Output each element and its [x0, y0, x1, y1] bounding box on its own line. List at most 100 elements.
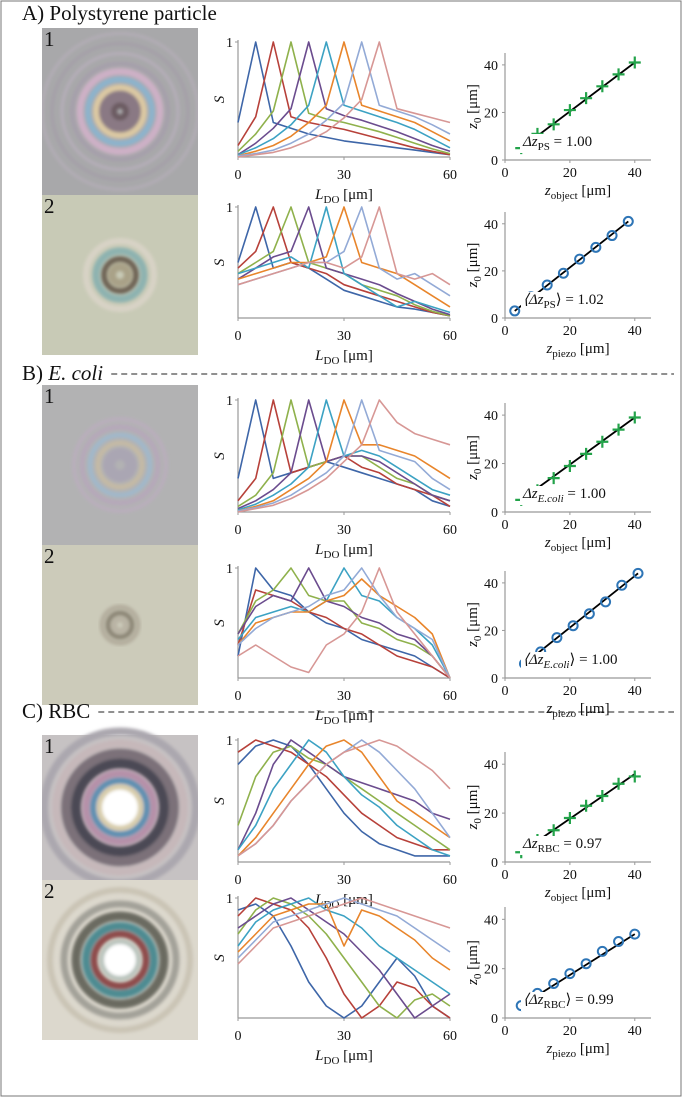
annotation-background: [521, 992, 616, 1011]
point: [612, 777, 625, 790]
x-axis-label-rest: [μm]: [339, 187, 372, 203]
section-name: RBC: [48, 699, 90, 723]
rings: [83, 238, 157, 312]
x-tick-label: 40: [628, 1024, 642, 1039]
x-axis-label-rest: [μm]: [576, 1041, 609, 1057]
fit-annotation-sub: E.coli: [543, 659, 570, 671]
annotation-background: [520, 134, 595, 153]
x-tick-label: 0: [502, 1024, 509, 1039]
y-axis-label: z0 [μm]: [465, 243, 484, 289]
x-axis-label-rest: [μm]: [339, 348, 372, 364]
x-axis-label-rest: [μm]: [339, 1048, 372, 1064]
x-tick-label: 0: [502, 518, 509, 533]
fit-annotation: ΔzE.coli = 1.00: [522, 486, 606, 505]
x-tick-label: 40: [628, 868, 642, 883]
x-axis-label-sub: DO: [324, 549, 340, 561]
point: [557, 267, 569, 279]
y-axis-label: z0 [μm]: [465, 602, 484, 648]
point: [583, 608, 595, 620]
y-tick-label: 1: [226, 734, 233, 749]
point: [547, 472, 560, 485]
x-axis-label-sub: DO: [324, 194, 340, 206]
x-axis-label-main: L: [314, 348, 323, 364]
section-prefix: B): [22, 361, 43, 385]
point: [613, 936, 625, 948]
curve: [237, 739, 451, 857]
fit-annotation-rest: ⟩ = 1.00: [569, 652, 617, 668]
micrograph: [42, 385, 198, 545]
y-tick-label: 20: [484, 624, 498, 639]
x-axis-label-main: L: [314, 1048, 323, 1064]
ring: [92, 247, 148, 303]
fit-annotation: ⟨ΔzPS⟩ = 1.02: [523, 292, 604, 311]
micrograph-background: [42, 28, 198, 195]
point: [564, 968, 576, 980]
ring: [95, 440, 145, 490]
y-tick-label: 0: [491, 1012, 498, 1027]
section-heading: B) E. coli: [22, 361, 103, 385]
ring: [97, 784, 143, 831]
ring: [99, 90, 141, 133]
x-axis-label-sub: object: [551, 892, 578, 904]
y-axis-label-sub: 0: [472, 818, 484, 824]
x-tick-label: 60: [443, 1029, 457, 1044]
fit-annotation-main: Δz: [522, 134, 538, 150]
ring: [72, 417, 168, 513]
x-tick-label: 40: [628, 166, 642, 181]
fit-annotation: ΔzPS = 1.00: [522, 134, 592, 153]
ring: [47, 887, 193, 1033]
point: [632, 567, 644, 579]
y-axis-label-main: z: [465, 474, 481, 481]
point: [596, 435, 609, 448]
y-axis-label: S: [212, 619, 228, 627]
micrograph-background: [42, 385, 198, 545]
fit-annotation-rest: ⟩ = 0.99: [566, 992, 614, 1008]
x-tick-label: 0: [502, 868, 509, 883]
y-axis-label-sub: 0: [472, 635, 484, 641]
x-axis-label-rest: [μm]: [339, 542, 372, 558]
fit-annotation: ⟨ΔzE.coli⟩ = 1.00: [523, 652, 618, 671]
y-axis-label-sub: 0: [472, 276, 484, 282]
row-number: 1: [44, 734, 55, 758]
micrograph: [42, 545, 198, 705]
curve: [237, 41, 451, 155]
ring: [108, 263, 132, 287]
y-axis-label-main: z: [465, 641, 481, 648]
y-axis-label: S: [212, 452, 228, 460]
x-tick-label: 40: [628, 684, 642, 699]
ring: [93, 84, 147, 139]
x-axis-label: zpiezo [μm]: [545, 1041, 609, 1060]
point: [628, 56, 641, 69]
ring: [83, 238, 157, 312]
x-tick-label: 30: [337, 168, 351, 183]
y-tick-label: 20: [484, 807, 498, 822]
micrograph: [42, 28, 198, 195]
fit-annotation-main: ⟨Δz: [523, 652, 544, 668]
x-axis-label: LDO [μm]: [314, 187, 373, 206]
row-number: 2: [44, 544, 55, 568]
point: [596, 790, 609, 802]
y-axis-label: S: [212, 797, 228, 805]
micrograph-background: [42, 545, 198, 705]
point: [622, 215, 634, 227]
y-axis-label-main: S: [212, 95, 228, 103]
x-axis-label-sub: DO: [324, 715, 340, 727]
curve: [237, 41, 451, 156]
point: [574, 253, 586, 265]
x-axis-label-rest: [μm]: [578, 535, 611, 551]
ring: [111, 102, 129, 121]
point: [547, 824, 560, 837]
x-axis-label-main: L: [314, 892, 323, 908]
y-tick-label: 40: [484, 913, 498, 928]
y-tick-label: 20: [484, 106, 498, 121]
y-tick-label: 20: [484, 265, 498, 280]
y-tick-label: 0: [491, 154, 498, 169]
y-tick-label: 20: [484, 458, 498, 473]
x-axis-label-rest: [μm]: [576, 341, 609, 357]
fit-annotation-rest: = 1.00: [564, 486, 606, 502]
y-tick-label: 0: [491, 312, 498, 327]
x-axis-label: LDO [μm]: [314, 1048, 373, 1067]
rings: [47, 887, 193, 1033]
point: [590, 241, 602, 253]
rings: [72, 417, 168, 513]
